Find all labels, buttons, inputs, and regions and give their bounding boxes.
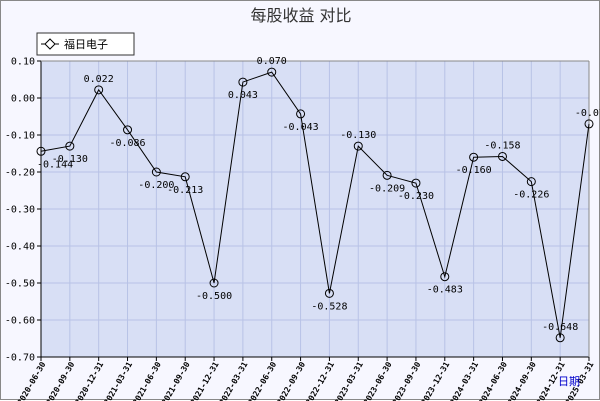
legend-box (36, 32, 135, 56)
y-tick-label: -0.70 (5, 353, 35, 364)
data-labels: -0.144-0.1300.022-0.086-0.200-0.213-0.50… (37, 56, 600, 333)
data-label: -0.500 (196, 291, 232, 302)
y-tick-label: -0.50 (5, 279, 35, 290)
data-point-marker (151, 167, 161, 177)
x-tick-label: 2020-06-30 (16, 360, 48, 401)
y-tick-label: -0.20 (5, 168, 35, 179)
legend: 福日电子 (36, 32, 135, 56)
x-tick-label: 2022-03-31 (218, 360, 250, 401)
data-point-marker (123, 125, 133, 135)
data-label: -0.130 (340, 130, 376, 141)
data-label: 0.022 (84, 74, 114, 85)
data-point-marker (584, 119, 594, 129)
x-tick-label: 2023-09-30 (391, 360, 423, 401)
y-tick-label: -0.10 (5, 131, 35, 142)
y-tick-label: -0.60 (5, 316, 35, 327)
data-label: 0.070 (257, 56, 287, 67)
x-tick-label: 2022-06-30 (246, 360, 278, 401)
x-tick-label: 2020-12-31 (73, 360, 105, 401)
data-point-marker (94, 85, 104, 95)
data-label: -0.200 (138, 180, 174, 191)
x-tick-label: 2024-09-30 (506, 360, 538, 401)
data-label: -0.226 (513, 190, 549, 201)
data-point-marker (238, 77, 248, 87)
y-axis-ticks: 0.10 0.00 -0.10 -0.20 -0.30 -0.40 -0.50 -0.60 -0… (5, 57, 35, 364)
data-point-marker (65, 141, 75, 151)
data-label: -0.130 (52, 154, 88, 165)
data-label: -0.070 (575, 108, 600, 119)
data-label: -0.213 (167, 185, 203, 196)
data-point-marker (180, 172, 190, 182)
chart-title: 每股收益 对比 (250, 6, 351, 25)
data-label: -0.648 (542, 322, 578, 333)
data-label: -0.209 (369, 183, 405, 194)
legend-label: 福日电子 (64, 37, 108, 51)
y-tick-label: 0.10 (11, 57, 35, 68)
x-tick-label: 2021-12-31 (189, 360, 221, 401)
data-point-marker (440, 272, 450, 282)
data-point-marker (411, 178, 421, 188)
data-label: -0.230 (398, 191, 434, 202)
data-label: -0.160 (456, 165, 492, 176)
x-tick-label: 2021-06-30 (131, 360, 163, 401)
x-tick-label: 2023-06-30 (362, 360, 394, 401)
data-label: -0.043 (283, 122, 319, 133)
y-tick-label: 0.00 (11, 94, 35, 105)
x-axis-ticks: 2020-06-302020-09-302020-12-312021-03-31… (16, 360, 596, 401)
x-tick-label: 2021-09-30 (160, 360, 192, 401)
x-tick-label: 2024-06-30 (477, 360, 509, 401)
x-tick-label: 2023-03-31 (333, 360, 365, 401)
x-tick-label: 2022-12-31 (304, 360, 336, 401)
data-point-marker (469, 152, 479, 162)
data-point-marker (555, 333, 565, 343)
data-point-marker (382, 170, 392, 180)
data-point-marker (324, 288, 334, 298)
y-tick-label: -0.40 (5, 242, 35, 253)
series-lines (40, 71, 590, 338)
data-point-marker (36, 146, 46, 156)
data-label: 0.043 (228, 90, 258, 101)
x-tick-label: 2023-12-31 (419, 360, 451, 401)
series-line (40, 71, 590, 338)
data-label: -0.528 (311, 301, 347, 312)
data-point-marker (267, 67, 277, 77)
x-tick-label: 2020-09-30 (45, 360, 77, 401)
data-label: -0.158 (484, 140, 520, 151)
data-point-marker (353, 141, 363, 151)
x-tick-label: 2022-09-30 (275, 360, 307, 401)
data-point-marker (296, 109, 306, 119)
x-tick-label: 2021-03-31 (102, 360, 134, 401)
data-point-marker (526, 177, 536, 187)
data-point-marker (209, 278, 219, 288)
x-axis-label: 日期 (558, 375, 580, 388)
data-point-marker (497, 151, 507, 161)
y-tick-label: -0.30 (5, 205, 35, 216)
x-tick-label: 2024-03-31 (448, 360, 480, 401)
series-markers (36, 67, 594, 343)
data-label: -0.086 (109, 138, 145, 149)
data-label: -0.483 (427, 285, 463, 296)
data-label: -0.144 (37, 159, 73, 170)
diamond-marker-icon (44, 38, 56, 50)
axes (37, 60, 590, 361)
